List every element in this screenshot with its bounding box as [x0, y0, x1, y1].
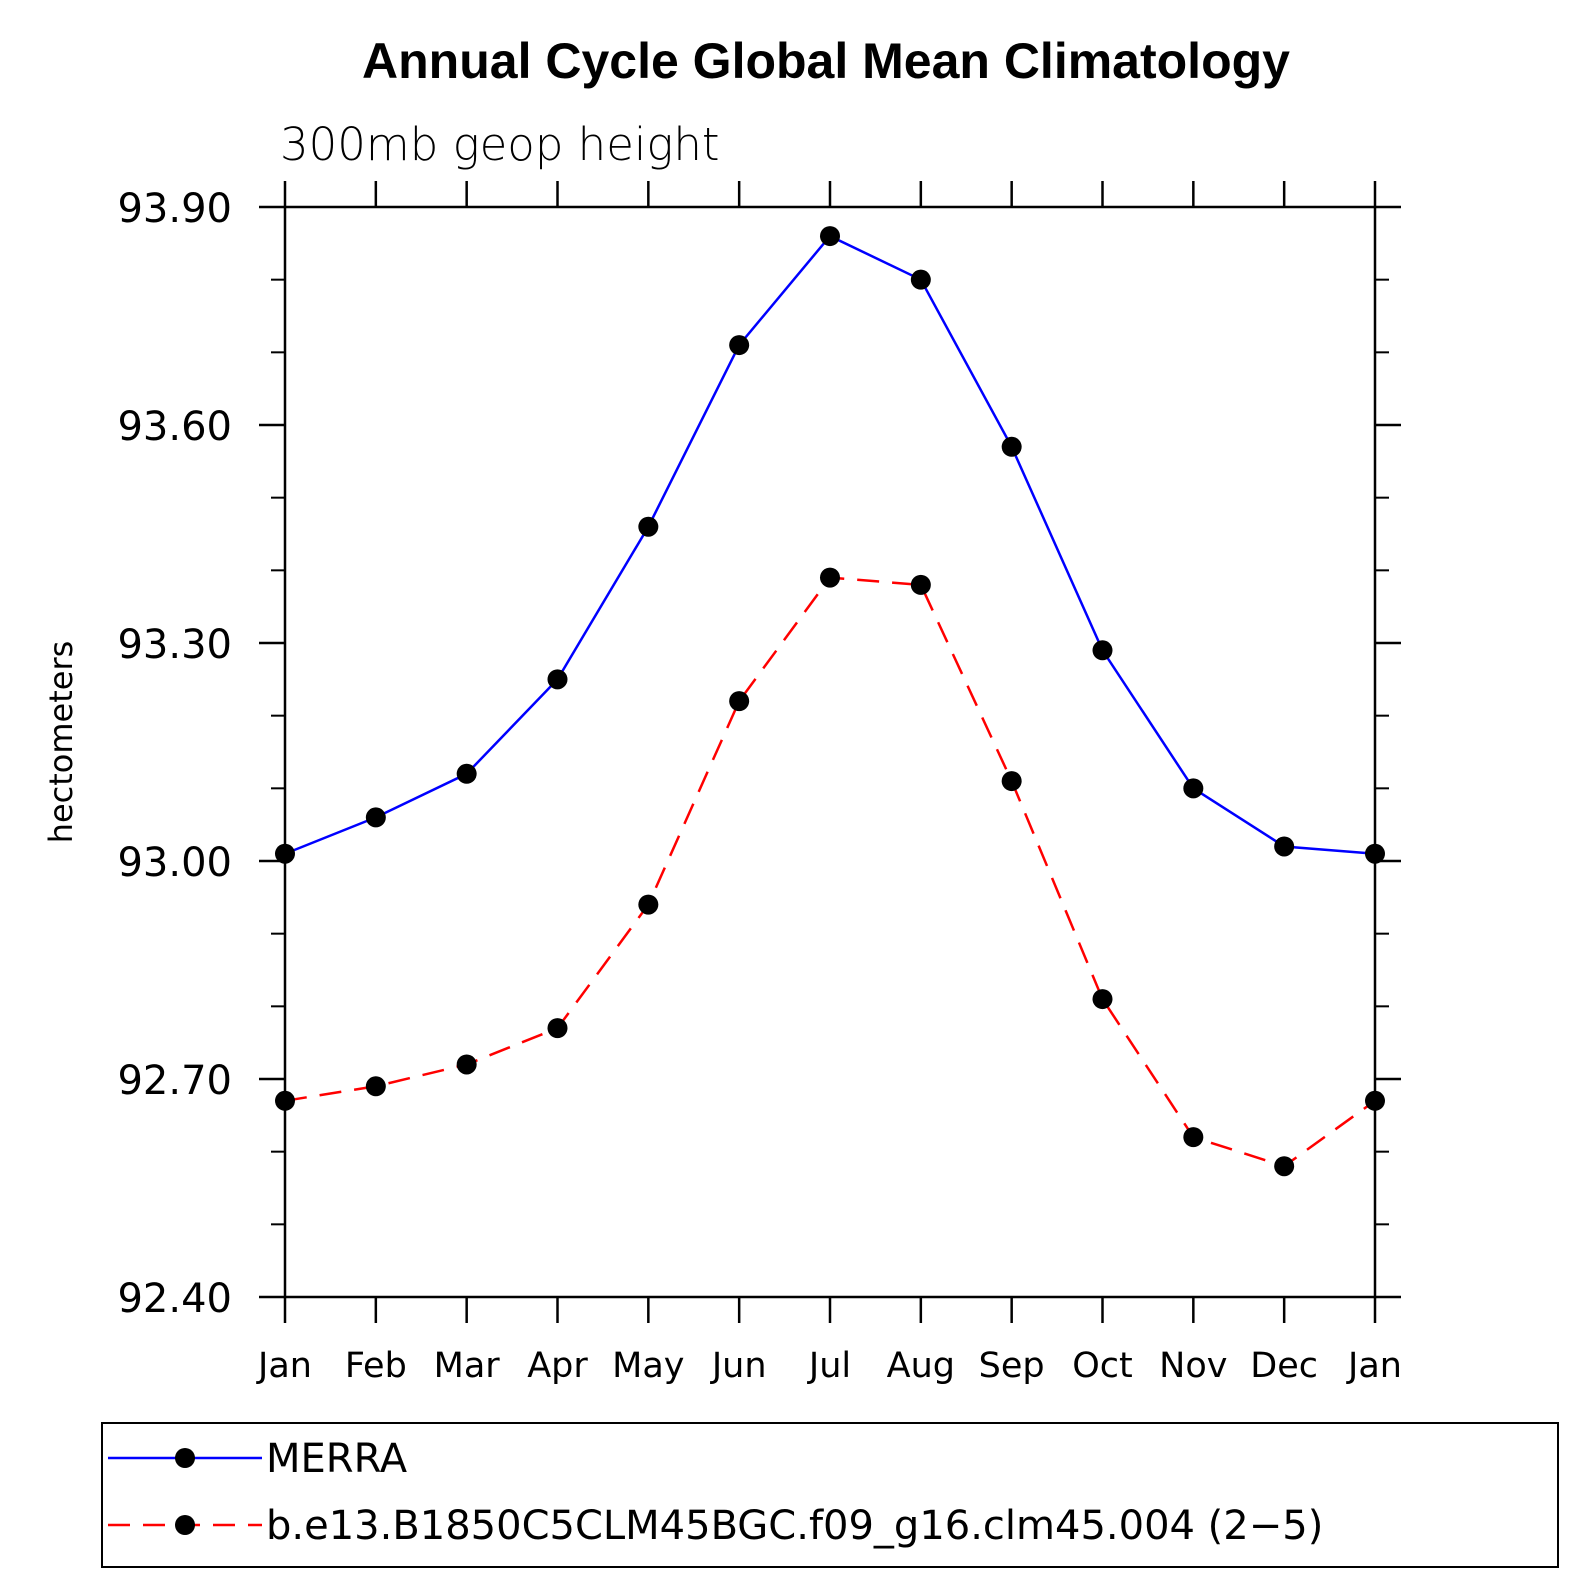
- series-layer: [275, 226, 1385, 1177]
- x-tick-label: Oct: [1072, 1346, 1133, 1386]
- y-tick-label: 93.60: [117, 404, 232, 450]
- x-tick-label: Mar: [434, 1346, 501, 1386]
- x-tick-label: Sep: [979, 1346, 1045, 1386]
- series-0-point: [820, 226, 840, 247]
- series-line-1: [284, 576, 1376, 1168]
- series-0-point: [456, 763, 477, 784]
- series-1-point: [1092, 989, 1113, 1010]
- legend-box: [101, 1422, 1559, 1568]
- series-0-point: [1183, 778, 1204, 799]
- series-1-point: [275, 1090, 295, 1111]
- series-1-point: [1183, 1127, 1204, 1148]
- legend-marker-0: [175, 1448, 195, 1468]
- series-0-point: [275, 843, 295, 864]
- x-tick-label: Dec: [1250, 1346, 1318, 1386]
- x-tick-label: Jan: [256, 1346, 312, 1386]
- x-tick-label: Feb: [345, 1346, 407, 1386]
- series-1-point: [1365, 1090, 1385, 1111]
- series-line-0: [284, 234, 1376, 855]
- legend-label-1: b.e13.B1850C5CLM45BGC.f09_g16.clm45.004 …: [266, 1503, 1323, 1549]
- y-tick-label: 93.30: [117, 622, 232, 668]
- series-0-point: [547, 669, 568, 690]
- series-1-point: [638, 894, 659, 915]
- legend-label-0: MERRA: [266, 1436, 408, 1482]
- x-tick-label: Aug: [887, 1346, 955, 1386]
- x-tick-label: Jul: [807, 1346, 851, 1386]
- series-1-point: [547, 1018, 568, 1039]
- y-tick-label: 92.70: [117, 1058, 232, 1104]
- axis-ticks: Jan Feb Mar Apr May Jun Jul Aug Sep Oct Nov Dec Jan 9…: [117, 181, 1402, 1386]
- series-1-point: [1001, 771, 1022, 792]
- series-1-point: [910, 574, 931, 595]
- x-tick-label: May: [612, 1346, 684, 1386]
- y-tick-label: 93.90: [117, 186, 232, 232]
- series-0-point: [638, 516, 659, 537]
- series-1-point: [456, 1054, 477, 1075]
- series-1-point: [1274, 1156, 1295, 1177]
- y-tick-label: 92.40: [117, 1276, 232, 1322]
- x-tick-label: Nov: [1159, 1346, 1227, 1386]
- series-1-point: [365, 1076, 386, 1097]
- legend-marker-1: [175, 1515, 195, 1535]
- y-tick-label: 93.00: [117, 840, 232, 886]
- series-0-point: [910, 269, 931, 290]
- chart-title: Annual Cycle Global Mean Climatology: [362, 33, 1290, 89]
- chart-subtitle: 300mb geop height: [280, 118, 720, 171]
- x-tick-label: Jun: [710, 1346, 767, 1386]
- series-1-point: [820, 567, 840, 588]
- series-0-point: [1001, 436, 1022, 457]
- x-tick-label: Apr: [527, 1346, 588, 1386]
- series-0-point: [1092, 640, 1113, 661]
- legend: MERRA b.e13.B1850C5CLM45BGC.f09_g16.clm45…: [108, 1436, 1323, 1549]
- series-0-point: [1365, 843, 1385, 864]
- series-1-point: [729, 691, 750, 712]
- y-axis-label: hectometers: [42, 641, 80, 844]
- series-0-point: [729, 335, 750, 356]
- series-0-point: [365, 807, 386, 828]
- series-0-point: [1274, 836, 1295, 857]
- x-tick-label: Jan: [1346, 1346, 1402, 1386]
- plot-frame: [283, 205, 1377, 1299]
